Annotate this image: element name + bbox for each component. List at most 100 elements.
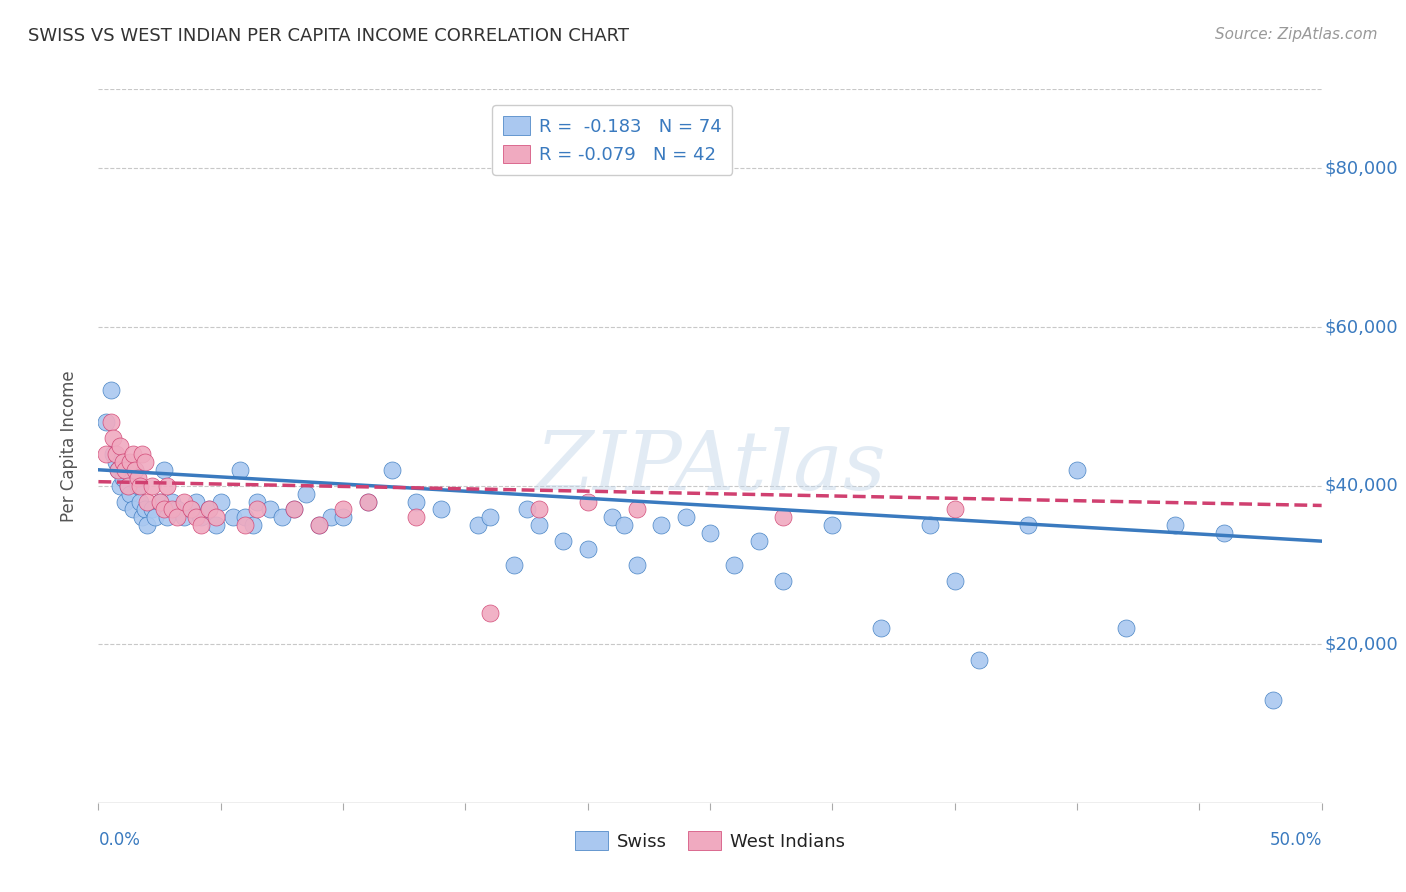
Point [1066, 463, 1088, 477]
Point [967, 653, 990, 667]
Point [173, 510, 195, 524]
Point [332, 502, 354, 516]
Point [94, 415, 117, 429]
Point [576, 494, 599, 508]
Point [270, 510, 294, 524]
Point [1164, 518, 1187, 533]
Point [121, 502, 143, 516]
Point [141, 478, 163, 492]
Point [356, 494, 378, 508]
Point [478, 606, 501, 620]
Point [405, 510, 427, 524]
Point [101, 447, 124, 461]
Point [259, 502, 281, 516]
Point [242, 518, 264, 533]
Point [127, 471, 149, 485]
Point [308, 518, 330, 533]
Point [156, 510, 179, 524]
Point [101, 431, 124, 445]
Point [308, 518, 330, 533]
Point [650, 518, 672, 533]
Point [134, 502, 156, 516]
Point [553, 534, 575, 549]
Point [186, 494, 208, 508]
Point [134, 455, 156, 469]
Point [430, 502, 453, 516]
Point [527, 502, 550, 516]
Point [527, 518, 550, 533]
Point [319, 510, 342, 524]
Point [129, 494, 152, 508]
Point [131, 447, 153, 461]
Point [246, 494, 269, 508]
Point [120, 486, 142, 500]
Point [197, 502, 219, 516]
Point [141, 502, 163, 516]
Point [1017, 518, 1039, 533]
Legend: R =  -0.183   N = 74, R = -0.079   N = 42: R = -0.183 N = 74, R = -0.079 N = 42 [492, 105, 733, 175]
Point [1212, 526, 1234, 541]
Text: SWISS VS WEST INDIAN PER CAPITA INCOME CORRELATION CHART: SWISS VS WEST INDIAN PER CAPITA INCOME C… [28, 27, 628, 45]
Point [111, 455, 134, 469]
Point [675, 510, 697, 524]
Point [613, 518, 636, 533]
Point [503, 558, 526, 572]
Point [515, 502, 537, 516]
Text: $40,000: $40,000 [1324, 476, 1398, 495]
Point [180, 502, 202, 516]
Point [246, 502, 269, 516]
Point [626, 502, 648, 516]
Point [136, 494, 159, 508]
Text: Source: ZipAtlas.com: Source: ZipAtlas.com [1215, 27, 1378, 42]
Point [100, 384, 122, 398]
Point [129, 478, 152, 492]
Point [166, 502, 188, 516]
Point [173, 494, 195, 508]
Point [600, 510, 623, 524]
Point [1115, 621, 1137, 635]
Point [381, 463, 404, 477]
Point [190, 518, 212, 533]
Point [356, 494, 378, 508]
Point [149, 494, 172, 508]
Point [121, 447, 143, 461]
Text: ZIPAtlas: ZIPAtlas [534, 427, 886, 508]
Text: 0.0%: 0.0% [98, 831, 141, 849]
Point [478, 510, 501, 524]
Point [107, 463, 129, 477]
Point [114, 463, 136, 477]
Text: 50.0%: 50.0% [1270, 831, 1322, 849]
Point [295, 486, 318, 500]
Point [205, 510, 228, 524]
Point [190, 510, 212, 524]
Point [920, 518, 942, 533]
Point [94, 447, 117, 461]
Point [186, 510, 208, 524]
Point [1261, 692, 1284, 706]
Point [943, 574, 966, 588]
Point [136, 518, 159, 533]
Point [124, 463, 146, 477]
Point [209, 494, 232, 508]
Y-axis label: Per Capita Income: Per Capita Income [59, 370, 77, 522]
Text: $60,000: $60,000 [1324, 318, 1398, 336]
Point [104, 455, 127, 469]
Point [131, 510, 153, 524]
Point [233, 518, 256, 533]
Point [156, 478, 179, 492]
Point [197, 502, 219, 516]
Point [149, 494, 172, 508]
Point [143, 510, 166, 524]
Point [180, 502, 202, 516]
Point [405, 494, 427, 508]
Point [233, 510, 256, 524]
Point [111, 471, 134, 485]
Point [723, 558, 745, 572]
Point [699, 526, 721, 541]
Point [166, 510, 188, 524]
Point [107, 463, 129, 477]
Point [332, 510, 354, 524]
Point [160, 494, 183, 508]
Point [283, 502, 305, 516]
Point [100, 415, 122, 429]
